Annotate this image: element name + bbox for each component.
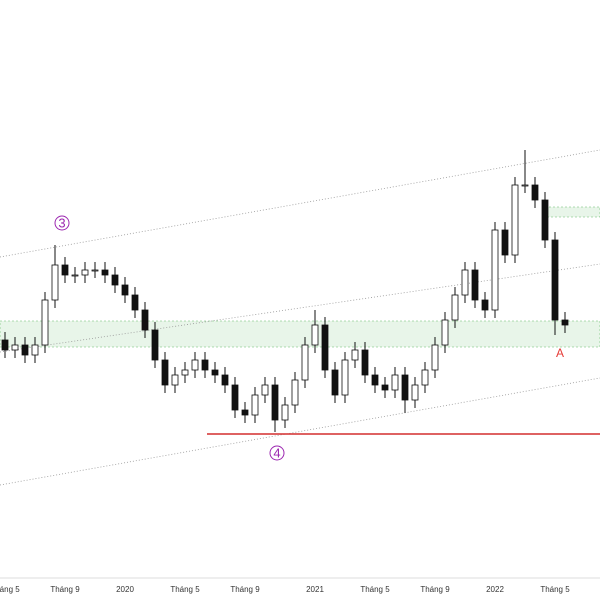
candle-body [141,309,149,331]
candle-body [301,344,309,381]
candle-body [91,269,99,272]
candle-body [291,379,299,406]
candle-body [121,284,129,296]
x-tick-label: Tháng 5 [540,585,570,594]
candle-body [441,319,449,346]
candle-body [161,359,169,386]
candle-body [271,384,279,421]
candle-body [381,384,389,391]
channel-upper [0,149,600,258]
candle-body [411,384,419,401]
candle-body [421,369,429,386]
candle-body [521,184,529,187]
candle-body [551,239,559,321]
candle-body [81,269,89,276]
candle-body [31,344,39,356]
candle-body [321,324,329,371]
candle-body [211,369,219,376]
candle-body [361,349,369,376]
candle-body [261,384,269,396]
candle-body [221,374,229,386]
x-tick-label: Tháng 5 [0,585,20,594]
candle-body [281,404,289,421]
candle-body [401,374,409,401]
candle-body [11,344,19,351]
candle-body [351,349,359,361]
candle-body [491,229,499,311]
wave-label: A [556,346,564,360]
wave-label: 3 [58,215,65,230]
candle-body [41,299,49,346]
x-tick-label: Tháng 5 [360,585,390,594]
candle-body [501,229,509,256]
candle-body [1,339,9,351]
candle-body [311,324,319,346]
candle-body [371,374,379,386]
wave-label: 4 [273,445,280,460]
x-tick-label: Tháng 9 [50,585,80,594]
candle-body [391,374,399,391]
candle-body [51,264,59,301]
candle-body [101,269,109,276]
candle-body [131,294,139,311]
x-tick-label: 2020 [116,585,134,594]
x-tick-label: Tháng 9 [230,585,260,594]
candle-body [181,369,189,376]
candle-body [21,344,29,356]
candle-body [111,274,119,286]
candle-body [541,199,549,241]
support-zone [0,320,600,348]
x-tick-label: Tháng 9 [420,585,450,594]
candle-body [561,319,569,326]
candle-body [231,384,239,411]
candle-body [171,374,179,386]
wave-circle [269,445,285,461]
candle-body [471,269,479,301]
channel-mid [0,263,600,353]
candle-body [61,264,69,276]
x-tick-label: Tháng 5 [170,585,200,594]
candle-body [331,369,339,396]
candle-body [451,294,459,321]
candle-body [151,329,159,361]
candle-body [431,344,439,371]
x-tick-label: 2022 [486,585,504,594]
candle-body [461,269,469,296]
x-tick-label: 2021 [306,585,324,594]
candle-body [71,274,79,277]
candle-body [251,394,259,416]
candle-body [531,184,539,201]
candle-body [341,359,349,396]
candle-body [201,359,209,371]
candle-body [481,299,489,311]
resistance-zone [544,206,600,218]
drawings: 3 4 A [0,149,600,579]
candle-body [241,409,249,416]
channel-lower [0,377,600,486]
candle-body [511,184,519,256]
candle-body [191,359,199,371]
wave-circle [54,215,70,231]
